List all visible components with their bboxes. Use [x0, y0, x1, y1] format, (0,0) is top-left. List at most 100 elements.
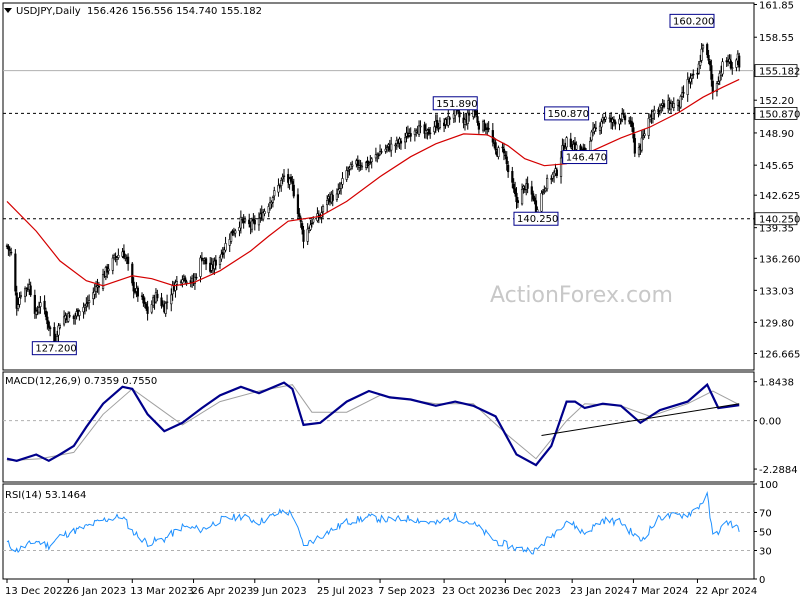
macd-ytick-label: 0.00 — [759, 417, 781, 428]
xtick-label: 9 Jun 2023 — [253, 586, 307, 597]
candle-body — [369, 161, 372, 164]
candle-body — [569, 138, 572, 147]
dropdown-triangle-icon[interactable] — [4, 8, 12, 13]
panel-headers: USDJPY,Daily 156.426 156.556 154.740 155… — [4, 6, 262, 501]
candle-body — [230, 232, 233, 242]
candle-body — [707, 54, 710, 61]
candle-body — [544, 188, 547, 192]
candle-body — [590, 131, 593, 141]
xtick-label: 7 Sep 2023 — [378, 586, 435, 597]
annotation-label-0: 127.200 — [35, 344, 76, 355]
candle-body — [309, 224, 312, 230]
candle-body — [127, 256, 130, 264]
candle-body — [74, 316, 77, 318]
candle-body — [738, 55, 741, 68]
candle-body — [533, 197, 536, 202]
candle-body — [17, 304, 20, 309]
candle-body — [672, 103, 675, 108]
candle-body — [409, 133, 412, 137]
candle-body — [515, 192, 518, 203]
candle-body — [19, 295, 23, 297]
candle-body — [380, 151, 383, 153]
candle-body — [331, 194, 334, 201]
macd-line — [6, 381, 740, 467]
candle-body — [598, 125, 602, 131]
candle-body — [44, 310, 48, 317]
candle-body — [182, 276, 185, 279]
candle-body — [452, 113, 455, 119]
candle-body — [438, 120, 442, 128]
watermark: ActionForex.com — [490, 283, 673, 308]
candle-body — [360, 165, 364, 168]
candle-body — [115, 257, 119, 260]
candle-body — [85, 303, 88, 307]
symbol-label: USDJPY,Daily — [16, 6, 81, 17]
candle-body — [657, 109, 660, 113]
candle-body — [541, 191, 545, 193]
price-ytick-label: 158.55 — [759, 33, 794, 44]
ohlc-values: 156.426 156.556 154.740 155.182 — [87, 6, 262, 17]
candle-body — [378, 151, 382, 155]
candle-body — [238, 226, 241, 231]
candle-body — [487, 128, 490, 130]
candle-body — [708, 60, 712, 66]
xtick-label: 6 Dec 2023 — [503, 586, 561, 597]
panel-frame-rsi — [2, 483, 755, 580]
annotation-box-5 — [669, 13, 715, 28]
candle-body — [146, 306, 149, 314]
candle-body — [550, 178, 553, 180]
candle-body — [181, 279, 184, 284]
candle-body — [622, 113, 625, 115]
candle-body — [262, 212, 265, 220]
candle-body — [150, 304, 153, 313]
candle-body — [35, 311, 38, 315]
candle-body — [228, 239, 231, 246]
candle-body — [107, 268, 110, 271]
candle-body — [200, 257, 203, 260]
candle-body — [630, 121, 634, 128]
candle-body — [653, 110, 656, 114]
annotation-label-1: 151.890 — [436, 99, 477, 110]
candle-body — [476, 116, 479, 123]
candle-body — [67, 313, 70, 322]
candle-body — [101, 274, 105, 289]
price-ytick-label: 139.35 — [759, 224, 794, 235]
candle-body — [267, 206, 270, 214]
candle-body — [377, 154, 380, 157]
candle-body — [546, 177, 549, 190]
candle-body — [681, 92, 684, 97]
candle-body — [717, 81, 720, 84]
candle-body — [10, 251, 13, 254]
candle-body — [660, 105, 663, 109]
candle-body — [231, 230, 234, 235]
candle-body — [658, 105, 661, 111]
candle-body — [268, 202, 272, 209]
candle-body — [14, 253, 17, 292]
macd-ytick-label: 1.8438 — [759, 378, 794, 389]
candle-body — [706, 44, 709, 55]
candle-body — [594, 127, 597, 129]
candle-body — [679, 96, 682, 108]
candle-body — [552, 171, 556, 177]
candle-body — [338, 188, 341, 192]
macd-signal-line — [6, 384, 740, 462]
candle-body — [185, 281, 188, 283]
candle-body — [56, 336, 59, 343]
candle-body — [142, 295, 145, 304]
candle-body — [686, 79, 689, 95]
candle-body — [310, 222, 313, 225]
candle-body — [204, 258, 208, 265]
xtick-label: 23 Oct 2023 — [442, 586, 504, 597]
candle-body — [143, 301, 146, 304]
candle-body — [728, 58, 731, 63]
candle-body — [559, 157, 563, 177]
candle-body — [29, 285, 32, 296]
candle-body — [699, 61, 702, 66]
xtick-label: 22 Apr 2024 — [695, 586, 757, 597]
candle-body — [250, 220, 254, 230]
candle-body — [111, 257, 114, 271]
candle-body — [731, 67, 734, 69]
candle-body — [253, 219, 256, 225]
macd-label: MACD(12,26,9) 0.7359 0.7550 — [5, 376, 157, 387]
annotation-label-3: 150.870 — [548, 109, 589, 120]
